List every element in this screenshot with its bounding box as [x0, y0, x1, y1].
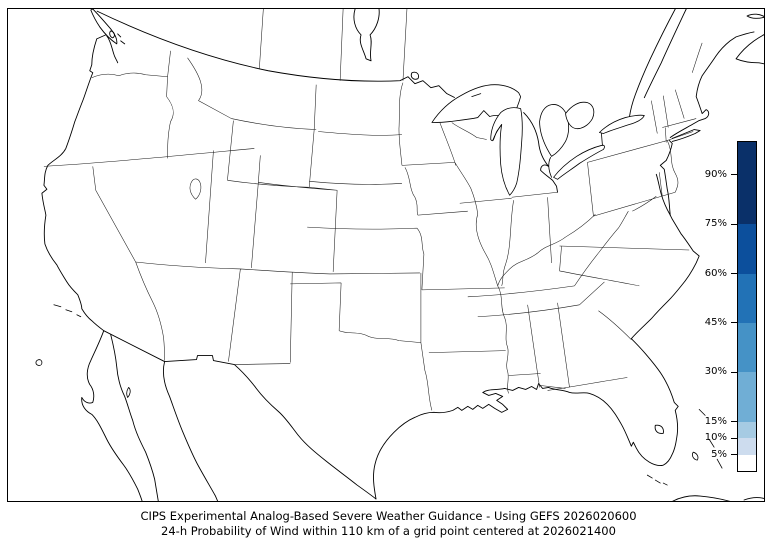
caribbean-islands	[672, 408, 764, 501]
caption-line-2: 24-h Probability of Wind within 110 km o…	[161, 524, 616, 538]
isle-royale	[471, 93, 482, 98]
pacific-coastline	[41, 9, 126, 332]
us-canada-border	[96, 10, 456, 99]
great-lakes	[431, 84, 645, 196]
gulf-and-atlantic-coastline	[373, 13, 764, 500]
probability-colorbar: 5% 10% 15% 30% 45% 60% 75% 90%	[705, 141, 757, 472]
caption-line-1: CIPS Experimental Analog-Based Severe We…	[140, 509, 637, 523]
state-borders	[43, 50, 697, 411]
green-bay	[492, 124, 503, 141]
vancouver-island	[90, 9, 126, 45]
colorbar-tick-label: 30%	[704, 366, 727, 378]
colorbar-tick-mark	[731, 322, 737, 324]
colorbar-tick-mark	[731, 454, 737, 456]
us-mexico-border	[103, 330, 377, 500]
colorbar-tick-mark	[731, 273, 737, 275]
southern-state-borders	[467, 245, 690, 391]
colorbar-tick-mark	[731, 437, 737, 439]
florida-keys	[646, 474, 668, 486]
georgian-bay	[565, 101, 595, 130]
eastern-state-borders	[587, 89, 697, 254]
st-lawrence-river	[628, 9, 687, 119]
western-state-borders	[43, 50, 420, 365]
map-frame: 5% 10% 15% 30% 45% 60% 75% 90%	[7, 8, 765, 502]
baja-california	[81, 330, 159, 501]
lake-huron	[539, 104, 570, 157]
lake-superior	[431, 84, 522, 123]
colorbar-tick-label: 15%	[704, 415, 727, 427]
cuba-coastline	[672, 495, 764, 501]
caption: CIPS Experimental Analog-Based Severe We…	[0, 509, 777, 539]
nova-scotia	[735, 13, 764, 65]
michigan-mitten-shore	[523, 112, 558, 193]
mexico-mainland-coast	[162, 361, 219, 501]
colorbar-segment-15-30	[738, 372, 756, 422]
colorbar-tick-label: 10%	[704, 432, 727, 444]
midwest-state-borders	[439, 122, 596, 394]
colorbar-tick-label: 75%	[704, 218, 727, 230]
lake-erie	[553, 144, 605, 180]
colorbar-segment-0-5	[738, 454, 756, 471]
colorbar-tick-mark	[731, 371, 737, 373]
utah-great-salt-lake	[189, 178, 202, 200]
colorbar-segment-60-75	[738, 224, 756, 274]
new-england-coast	[669, 31, 755, 138]
channel-islands	[53, 304, 82, 318]
gulf-atlantic-coast	[373, 214, 700, 500]
mexico-region	[35, 330, 377, 501]
colorbar-segment-45-60	[738, 273, 756, 323]
colorbar-tick-mark	[731, 174, 737, 176]
bahamas-islands	[692, 408, 723, 469]
lake-okeechobee	[654, 424, 664, 434]
lake-michigan	[490, 107, 523, 196]
colorbar-segment-75-100	[738, 142, 756, 225]
colorbar-tick-mark	[731, 223, 737, 225]
plains-state-borders	[290, 82, 506, 411]
west-coastline	[41, 34, 107, 332]
puget-sound	[106, 30, 119, 64]
colorbar-segment-5-10	[738, 438, 756, 455]
lake-winnipeg	[353, 9, 419, 80]
colorbar-segment-30-45	[738, 322, 756, 373]
colorbar-segment-10-15	[738, 421, 756, 439]
us-map	[35, 9, 764, 501]
lake-ontario	[599, 114, 645, 134]
chesapeake-delaware-bays	[655, 140, 673, 216]
colorbar-tick-label: 5%	[711, 448, 727, 460]
long-island	[671, 129, 701, 142]
canada-border-and-provinces	[96, 9, 703, 119]
pacific-islands	[35, 359, 131, 399]
colorbar-tick-label: 60%	[704, 267, 727, 279]
colorbar-tick-label: 45%	[704, 316, 727, 328]
colorbar-tick-mark	[731, 421, 737, 423]
colorbar-tick-label: 90%	[704, 168, 727, 180]
lake-connecting-channels	[548, 133, 603, 178]
canada-province-borders	[259, 9, 703, 81]
